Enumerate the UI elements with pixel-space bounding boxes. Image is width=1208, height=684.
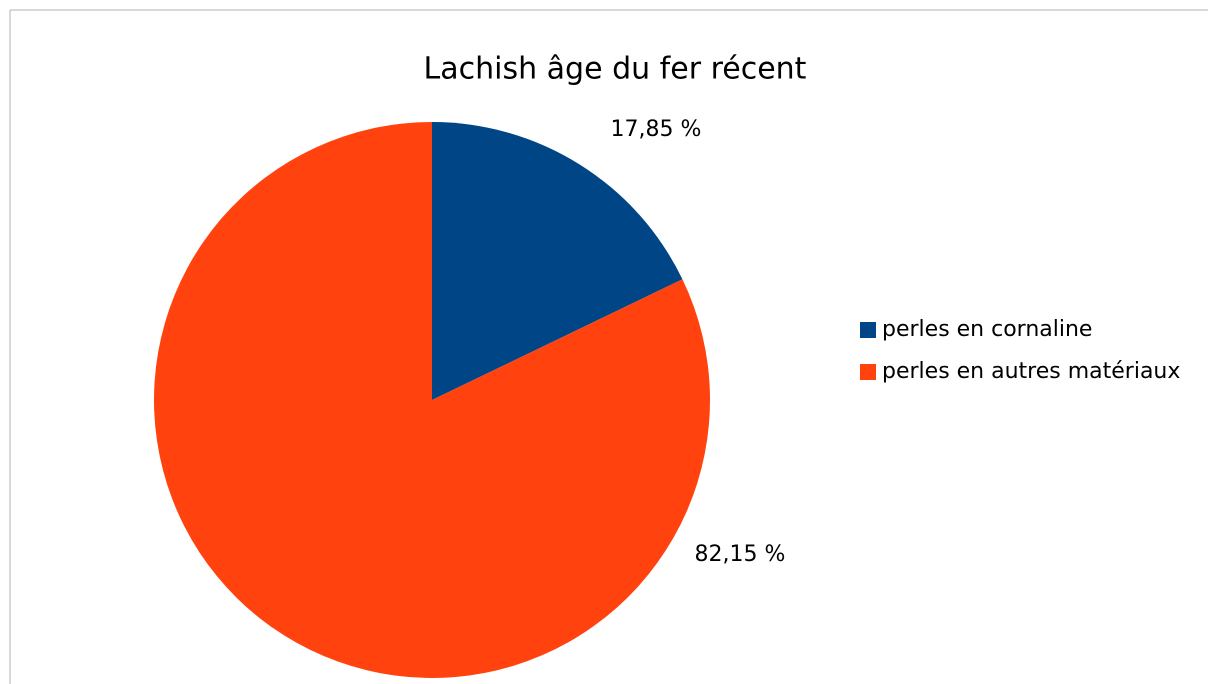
- legend-swatch: [860, 364, 876, 380]
- data-label: 17,85 %: [611, 117, 702, 142]
- legend-swatch: [860, 322, 876, 338]
- pie-slice: [153, 122, 711, 678]
- pie-slice: [432, 122, 683, 400]
- legend-label: perles en cornaline: [882, 317, 1092, 342]
- chart-title: Lachish âge du fer récent: [424, 52, 807, 87]
- legend-label: perles en autres matériaux: [882, 359, 1180, 384]
- data-label: 82,15 %: [695, 542, 786, 567]
